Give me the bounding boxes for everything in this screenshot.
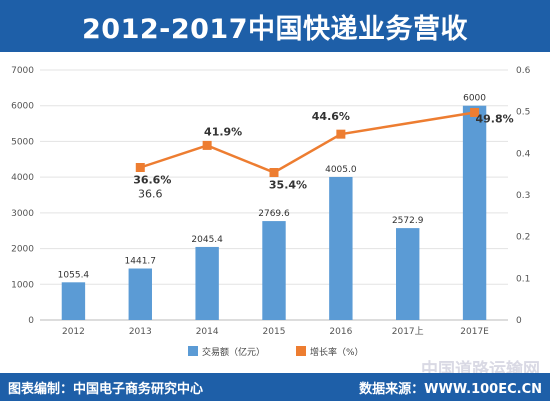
y-right-tick-label: 0.3 bbox=[516, 191, 530, 201]
footer-source: 数据来源：WWW.100EC.CN bbox=[359, 382, 542, 397]
bar bbox=[195, 246, 219, 320]
bar-value-label: 1441.7 bbox=[125, 257, 157, 267]
legend-label-line: 增长率（%） bbox=[310, 346, 364, 358]
bar-value-label: 1055.4 bbox=[58, 270, 90, 280]
bar bbox=[329, 176, 353, 320]
y-right-tick-label: 0.6 bbox=[516, 66, 531, 76]
y-left-tick-label: 5000 bbox=[11, 137, 34, 147]
line-value-label: 41.9% bbox=[204, 125, 242, 138]
footer-credit: 图表编制：中国电子商务研究中心 bbox=[8, 382, 204, 397]
bar bbox=[396, 228, 420, 320]
y-left-tick-label: 7000 bbox=[11, 66, 34, 76]
line-point bbox=[135, 163, 145, 172]
footer-band: 图表编制：中国电子商务研究中心 数据来源：WWW.100EC.CN bbox=[0, 373, 550, 401]
bar-value-label: 2572.9 bbox=[392, 216, 424, 226]
combo-chart: 0 1000 2000 3000 4000 5000 6000 7000 0 0.1 0.2 0.3 0… bbox=[11, 66, 531, 358]
y-left-tick-label: 2000 bbox=[11, 245, 34, 255]
y-left-tick-label: 0 bbox=[28, 316, 34, 326]
x-tick-label: 2016 bbox=[329, 327, 352, 337]
line-point bbox=[202, 140, 212, 150]
line-value-label: 44.6% bbox=[312, 110, 350, 123]
bar-value-label: 2769.6 bbox=[258, 209, 290, 219]
bar-value-label: 4005.0 bbox=[325, 165, 357, 175]
x-tick-label: 2014 bbox=[196, 327, 219, 337]
y-left-tick-label: 1000 bbox=[11, 280, 34, 290]
y-right-tick-label: 0.1 bbox=[516, 274, 530, 284]
line-value-label: 35.4% bbox=[269, 179, 307, 192]
bar-value-label: 6000 bbox=[463, 94, 486, 104]
bar bbox=[262, 221, 286, 320]
y-right-tick-label: 0.5 bbox=[516, 108, 530, 118]
line-value-label: 49.8% bbox=[475, 113, 513, 126]
y-left-tick-label: 6000 bbox=[11, 102, 34, 112]
x-tick-label: 2015 bbox=[263, 327, 286, 337]
line-point bbox=[269, 168, 279, 177]
y-left-tick-label: 4000 bbox=[11, 173, 34, 183]
y-left-tick-label: 3000 bbox=[11, 209, 34, 219]
bar-value-label: 2045.4 bbox=[191, 235, 223, 245]
y-right-tick-label: 0 bbox=[516, 316, 522, 326]
y-right-tick-label: 0.2 bbox=[516, 233, 530, 243]
bar bbox=[462, 105, 487, 320]
line-value-label: 36.6% bbox=[133, 174, 171, 187]
x-tick-label: 2012 bbox=[62, 327, 85, 337]
legend-label-bar: 交易额（亿元） bbox=[202, 346, 265, 358]
title-band: 2012-2017中国快递业务营收 bbox=[0, 0, 550, 52]
chart-title: 2012-2017中国快递业务营收 bbox=[82, 13, 468, 45]
line-point bbox=[336, 129, 346, 139]
legend-swatch-line bbox=[296, 346, 306, 356]
bar bbox=[128, 268, 152, 320]
y-right-tick-label: 0.4 bbox=[516, 149, 531, 159]
x-tick-label: 2017上 bbox=[392, 326, 424, 337]
growth-line bbox=[139, 111, 475, 174]
x-tick-label: 2013 bbox=[129, 327, 152, 337]
annotation-text: 36.6 bbox=[138, 188, 163, 201]
legend-swatch-bar bbox=[188, 346, 198, 356]
x-tick-label: 2017E bbox=[460, 327, 489, 337]
line-point bbox=[470, 108, 480, 117]
bar bbox=[61, 282, 86, 320]
